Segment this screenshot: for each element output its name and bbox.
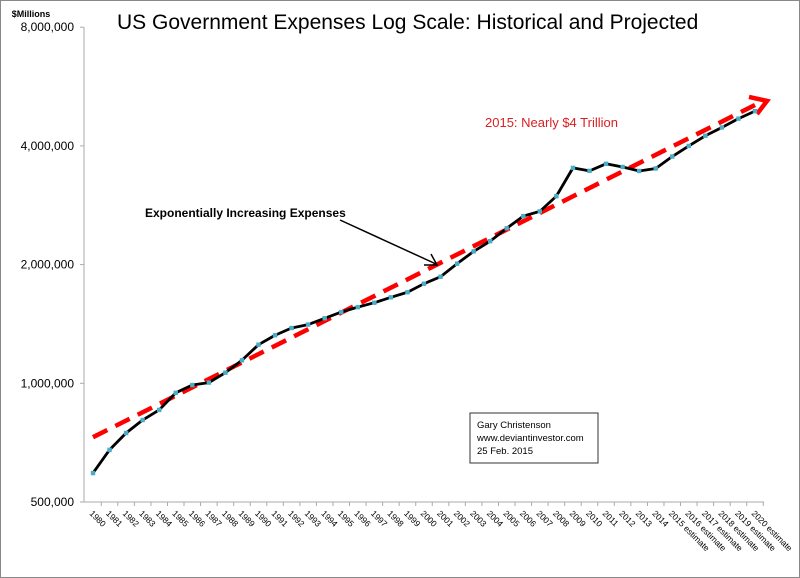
y-axis-label: $Millions	[12, 9, 51, 19]
data-point	[339, 309, 344, 315]
data-point	[471, 249, 476, 254]
data-point	[405, 290, 410, 295]
data-point	[570, 165, 576, 171]
data-point	[305, 322, 311, 327]
credit-author: Gary Christenson	[477, 420, 551, 431]
data-point	[686, 143, 691, 149]
data-point	[322, 316, 327, 321]
data-point	[587, 168, 592, 174]
data-point	[504, 226, 509, 231]
data-point	[537, 209, 543, 214]
data-point	[272, 333, 278, 338]
y-tick-label: 2,000,000	[21, 258, 75, 272]
y-tick-label: 500,000	[31, 495, 75, 509]
data-point	[603, 161, 609, 167]
y-tick-label: 8,000,000	[21, 20, 75, 34]
data-point	[239, 358, 245, 363]
data-point	[388, 295, 394, 300]
data-point	[173, 390, 178, 396]
data-point	[372, 300, 377, 305]
data-point	[703, 133, 708, 138]
trendline	[91, 94, 771, 440]
annotation-arrow	[339, 219, 439, 266]
data-point	[438, 274, 443, 279]
data-point	[190, 382, 195, 388]
data-point	[256, 342, 261, 347]
data-point	[355, 304, 360, 310]
arrow-annotation-label: Exponentially Increasing Expenses	[145, 206, 346, 220]
data-point	[421, 281, 427, 286]
data-point	[554, 193, 559, 199]
data-point	[521, 213, 526, 219]
credit-date: 25 Feb. 2015	[477, 446, 533, 457]
data-point	[157, 407, 162, 413]
credit-box	[469, 412, 599, 464]
data-point	[719, 125, 725, 130]
data-point	[488, 238, 493, 244]
y-tick-label: 1,000,000	[21, 376, 75, 390]
series-line	[90, 108, 758, 476]
trendline-arrowhead	[748, 94, 771, 116]
data-point	[620, 164, 625, 170]
data-point	[653, 166, 658, 171]
data-point	[90, 470, 96, 476]
data-point	[223, 370, 228, 375]
y-tick-label: 4,000,000	[21, 139, 75, 153]
data-point	[289, 325, 294, 331]
data-point	[736, 116, 741, 121]
data-point	[752, 108, 758, 114]
credit-website: www.deviantinvestor.com	[476, 433, 584, 444]
data-point	[636, 168, 642, 174]
data-point	[454, 261, 460, 266]
highlight-annotation: 2015: Nearly $4 Trillion	[485, 115, 618, 130]
data-point	[206, 380, 212, 385]
data-point	[123, 430, 129, 436]
data-point	[670, 154, 675, 159]
chart-title: US Government Expenses Log Scale: Histor…	[117, 11, 698, 34]
data-point	[107, 447, 112, 453]
data-point	[140, 417, 145, 423]
